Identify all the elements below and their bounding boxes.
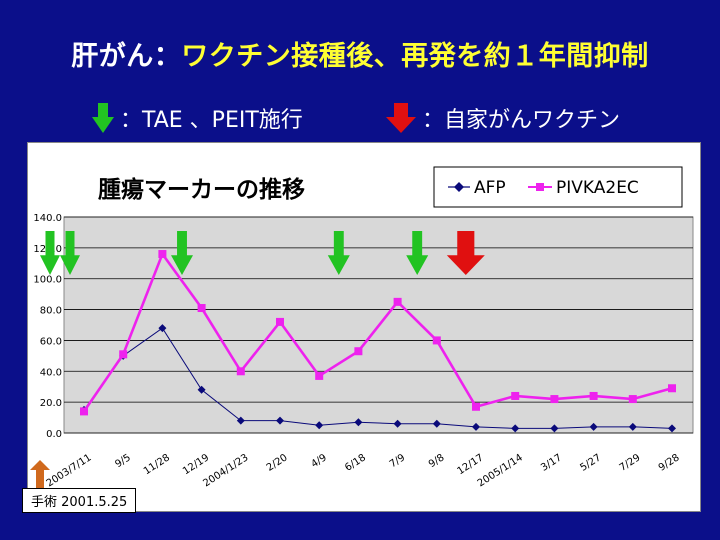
x-tick-label: 5/27 <box>578 452 603 473</box>
slide-title-highlight: ワクチン接種後、再発を約１年間抑制 <box>181 41 649 72</box>
x-tick-label: 2003/7/11 <box>45 452 94 489</box>
x-tick-label: 2/20 <box>265 452 290 473</box>
pivka-point <box>236 367 245 376</box>
afp-point <box>511 424 520 433</box>
treatment-legend: ：TAE 、PEIT施行 ：自家がんワクチン <box>0 100 720 140</box>
red-down-arrow-icon <box>386 103 416 133</box>
treatment-legend-green-label: ：TAE 、PEIT施行 <box>120 108 303 133</box>
green-down-arrow-icon <box>92 103 114 133</box>
afp-point <box>472 422 480 431</box>
green-arrow <box>327 231 350 275</box>
pivka-point <box>628 395 637 404</box>
y-tick-label: 40.0 <box>40 367 62 378</box>
treatment-legend-red: ：自家がんワクチン <box>386 102 620 134</box>
afp-point <box>589 422 598 431</box>
y-tick-label: 60.0 <box>40 336 62 347</box>
afp-point <box>432 419 441 428</box>
treatment-legend-red-label: ：自家がんワクチン <box>422 108 621 133</box>
x-tick-label: 9/5 <box>113 452 132 470</box>
pivka-point <box>472 402 480 411</box>
pivka-point <box>276 317 284 326</box>
legend-pivka-marker <box>536 183 544 191</box>
pivka-point <box>393 297 402 306</box>
legend-pivka-label: PIVKA2EC <box>556 178 639 198</box>
green-arrow <box>40 231 60 275</box>
x-tick-label: 7/29 <box>618 452 643 473</box>
afp-point <box>668 424 676 433</box>
chart-panel: 腫瘍マーカーの推移 AFP PIVKA2EC 0.0 20.0 40.0 60.0 80.0 1… <box>27 142 701 512</box>
pivka-point <box>550 395 559 404</box>
slide-title: 肝がん：ワクチン接種後、再発を約１年間抑制 <box>0 34 720 73</box>
x-tick-label: 9/28 <box>657 452 682 473</box>
y-tick-label: 140.0 <box>33 213 62 224</box>
legend-afp-marker <box>454 182 464 192</box>
afp-point <box>354 418 363 427</box>
afp-point <box>276 416 284 425</box>
afp-point <box>158 324 167 333</box>
pivka-point <box>80 407 88 416</box>
treatment-legend-green: ：TAE 、PEIT施行 <box>92 102 303 134</box>
x-tick-label: 3/17 <box>539 452 564 473</box>
x-tick-label: 6/18 <box>343 452 368 473</box>
x-tick-label: 4/9 <box>309 452 328 470</box>
pivka-point <box>197 304 206 313</box>
chart-title: 腫瘍マーカーの推移 <box>98 176 305 203</box>
x-tick-label: 12/17 <box>455 452 485 477</box>
x-tick-label: 7/9 <box>388 452 407 470</box>
slide-title-main: 肝がん： <box>71 41 182 72</box>
green-arrow <box>60 231 80 275</box>
afp-point <box>197 385 206 394</box>
surgery-arrow-icon <box>30 460 50 488</box>
pivka-point <box>119 350 128 359</box>
x-tick-label: 9/8 <box>427 452 446 470</box>
afp-point <box>236 416 245 425</box>
legend-afp-label: AFP <box>474 178 506 198</box>
pivka-point <box>354 347 363 356</box>
red-arrow <box>446 231 485 275</box>
pivka-point <box>668 384 676 393</box>
series-pivka-line <box>82 251 673 413</box>
green-arrow <box>406 231 429 275</box>
pivka-point <box>589 391 598 400</box>
pivka-point <box>432 336 441 345</box>
tumor-marker-chart: 腫瘍マーカーの推移 AFP PIVKA2EC 0.0 20.0 40.0 60.0 80.0 1… <box>33 166 694 489</box>
y-tick-label: 20.0 <box>40 398 62 409</box>
pivka-point <box>315 371 324 380</box>
afp-point <box>315 421 324 430</box>
series-afp-line <box>83 327 673 429</box>
pivka-point <box>158 250 167 259</box>
x-tick-label: 11/28 <box>142 452 172 477</box>
pivka-point <box>511 391 520 400</box>
y-tick-label: 100.0 <box>33 275 62 286</box>
y-tick-label: 0.0 <box>46 429 62 440</box>
y-tick-label: 80.0 <box>40 306 62 317</box>
x-tick-label: 12/19 <box>181 452 211 477</box>
chart-legend-box <box>433 166 683 208</box>
surgery-date-label: 手術 2001.5.25 <box>22 488 137 513</box>
afp-point <box>550 424 559 433</box>
afp-point <box>393 419 402 428</box>
afp-point <box>628 422 637 431</box>
green-arrow <box>171 231 193 275</box>
